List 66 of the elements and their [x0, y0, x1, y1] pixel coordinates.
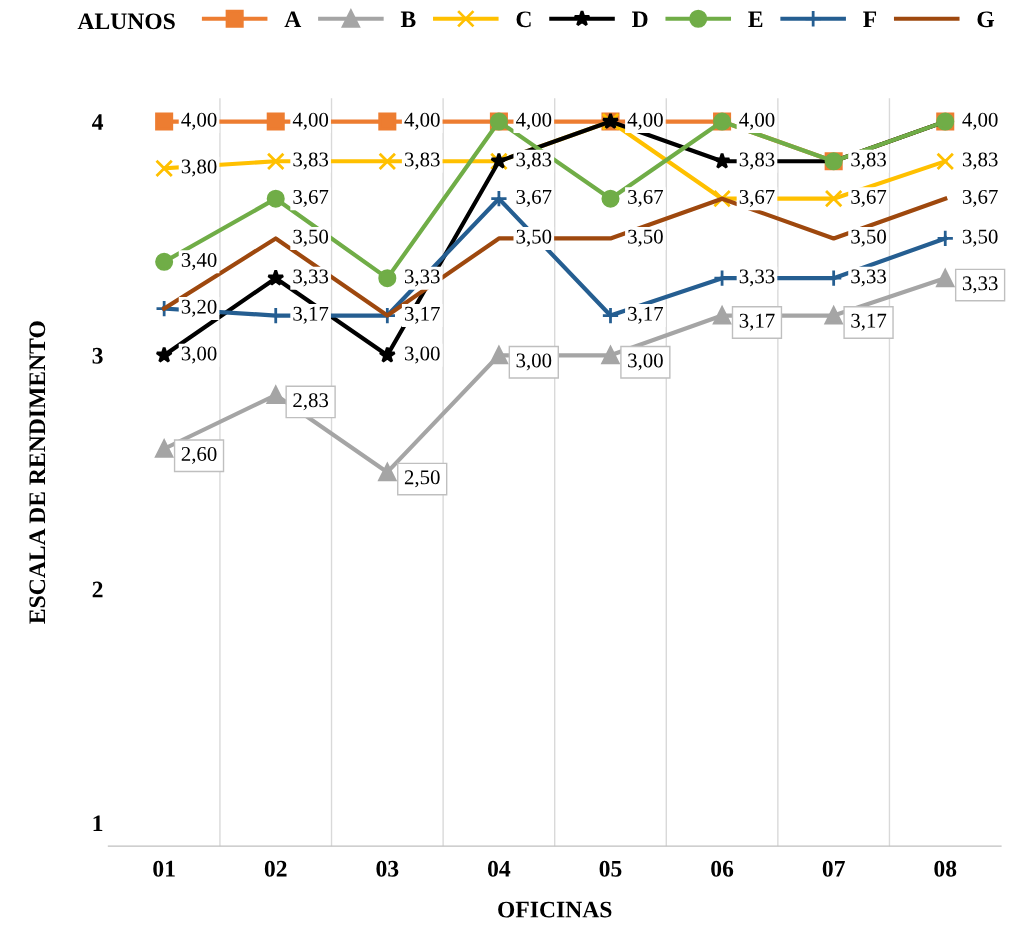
x-tick-label: 04: [488, 860, 511, 877]
x-tick-label: 07: [822, 860, 845, 877]
data-label: 3,67: [739, 189, 775, 207]
data-label: 3,33: [851, 269, 886, 287]
data-label: 4,00: [962, 112, 998, 130]
x-tick-label: 02: [264, 860, 287, 877]
y-tick-label: 4: [92, 114, 104, 130]
data-label: 2,60: [181, 446, 217, 464]
data-label: 3,17: [293, 306, 329, 324]
x-tick-label: 05: [599, 860, 622, 877]
data-label: 3,00: [404, 346, 440, 364]
data-label: 3,50: [293, 229, 329, 247]
data-label: 3,17: [404, 306, 440, 324]
data-label: 3,17: [739, 313, 775, 331]
data-label: 3,33: [962, 276, 998, 294]
y-tick-label: 1: [93, 815, 103, 831]
data-label: 3,17: [851, 313, 887, 331]
legend-label: C: [516, 11, 531, 28]
x-tick-label: 03: [376, 860, 399, 877]
data-label: 3,83: [293, 152, 329, 170]
legend-label: D: [632, 11, 648, 28]
data-label: 4,00: [739, 112, 775, 130]
data-label: 3,20: [181, 299, 217, 317]
data-label: 3,83: [516, 152, 552, 170]
y-tick-label: 3: [92, 347, 103, 364]
data-label: 3,50: [962, 229, 998, 247]
legend-label: A: [284, 11, 302, 28]
data-label: 4,00: [292, 112, 329, 130]
data-label: 3,80: [181, 159, 217, 177]
data-label: 3,50: [516, 229, 552, 247]
data-label: 3,33: [293, 269, 329, 287]
y-axis-title: ESCALA DE RENDIMENTO: [29, 321, 46, 624]
legend-title: ALUNOS: [77, 13, 175, 30]
data-label: 2,50: [404, 470, 440, 488]
data-label: 3,00: [628, 353, 663, 371]
data-label: 3,67: [628, 189, 664, 207]
data-label: 3,67: [962, 189, 998, 207]
data-label: 4,00: [181, 112, 217, 130]
data-label: 2,83: [293, 393, 329, 411]
legend-label: G: [977, 11, 995, 28]
data-label: 3,17: [628, 306, 664, 324]
data-label: 4,00: [404, 112, 440, 130]
data-label: 3,00: [516, 353, 552, 371]
data-label: 3,83: [739, 152, 775, 170]
x-axis-title: OFICINAS: [498, 901, 612, 918]
data-label: 4,00: [627, 112, 663, 130]
legend-label: F: [863, 11, 877, 28]
data-label: 3,33: [404, 269, 440, 287]
y-tick-label: 2: [92, 581, 103, 598]
data-label: 3,00: [181, 346, 217, 364]
data-label: 3,40: [181, 252, 217, 271]
legend-label: B: [400, 11, 416, 28]
x-tick-label: 06: [711, 860, 734, 877]
data-label: 3,67: [516, 189, 552, 207]
data-label: 3,67: [293, 189, 329, 207]
x-tick-label: 08: [934, 860, 957, 877]
data-label: 3,33: [739, 269, 775, 287]
data-label: 3,50: [628, 229, 663, 247]
data-label: 3,67: [851, 189, 887, 207]
data-label: 3,83: [962, 152, 998, 170]
data-label: 3,83: [851, 152, 886, 170]
data-label: 3,83: [404, 152, 440, 170]
data-label: 3,50: [851, 229, 886, 247]
data-label: 4,00: [515, 112, 552, 130]
legend-label: E: [748, 11, 763, 28]
x-tick-label: 01: [153, 860, 175, 877]
